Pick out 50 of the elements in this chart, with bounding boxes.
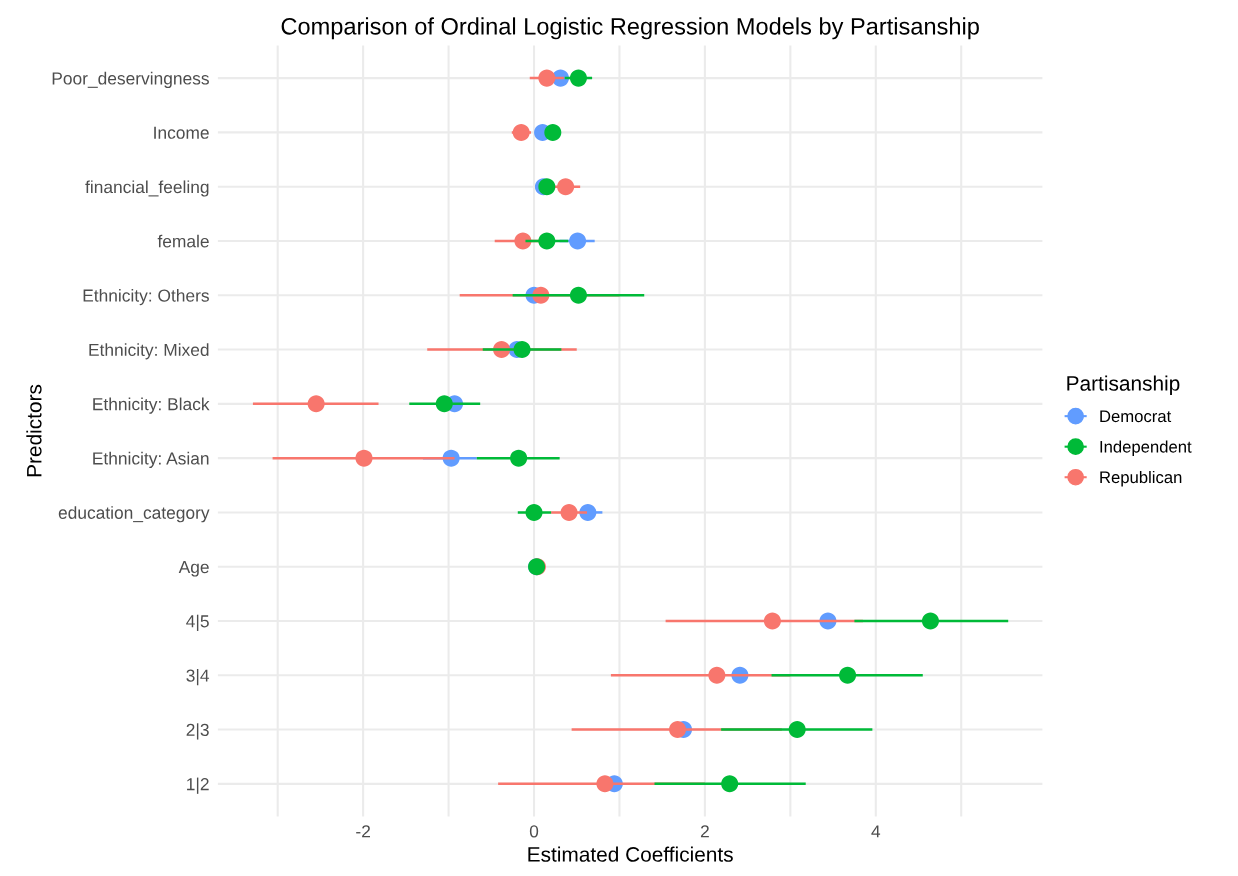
point [538, 232, 556, 250]
point [763, 612, 781, 630]
point [596, 775, 614, 793]
y-tick-label: Ethnicity: Mixed [89, 343, 209, 360]
x-tick-label: 4 [871, 825, 881, 838]
point [921, 612, 939, 630]
point [514, 232, 532, 250]
y-tick-label: 4|5 [186, 614, 209, 631]
point [708, 666, 726, 684]
point [788, 721, 806, 739]
point [569, 232, 587, 250]
y-tick-label: 3|4 [186, 668, 210, 686]
y-tick-label: Ethnicity: Asian [93, 451, 209, 469]
point [513, 341, 531, 359]
point [839, 666, 857, 684]
y-tick-label: financial_feeling [85, 180, 209, 197]
legend-title: Partisanship [1067, 375, 1180, 395]
point [435, 395, 453, 413]
y-tick-label: female [157, 234, 209, 248]
x-tick-label: 2 [700, 825, 709, 838]
point [307, 395, 325, 413]
y-tick-label: education_category [58, 506, 210, 523]
y-tick-label: Ethnicity: Black [93, 397, 210, 414]
legend-label: Democrat [1100, 410, 1172, 423]
point [560, 503, 578, 521]
y-axis-title: Predictors [26, 384, 42, 477]
legend-label: Republican [1100, 470, 1182, 487]
y-tick-label: Income [154, 126, 209, 139]
point [538, 69, 556, 87]
point [512, 123, 530, 141]
y-tick-label: Poor_deservingness [52, 71, 209, 89]
y-tick-label: Age [178, 561, 209, 577]
chart-title: Comparison of Ordinal Logistic Regression Models by Partisanship [281, 17, 979, 40]
y-tick-label: 2|3 [186, 723, 209, 740]
point [525, 503, 543, 521]
x-axis-title: Estimated Coefficients [528, 846, 733, 862]
point [569, 69, 587, 87]
y-tick-label: 1|2 [187, 777, 209, 794]
point [669, 721, 687, 739]
point [557, 178, 575, 196]
point [721, 775, 739, 793]
point [538, 178, 556, 196]
x-tick-label: 0 [529, 825, 539, 838]
point [355, 449, 373, 467]
y-tick-label: Ethnicity: Others [83, 288, 209, 306]
legend-label: Independent [1100, 440, 1192, 456]
x-tick-label: -2 [356, 825, 370, 838]
point [569, 286, 587, 304]
point [510, 449, 528, 467]
point [544, 123, 562, 141]
